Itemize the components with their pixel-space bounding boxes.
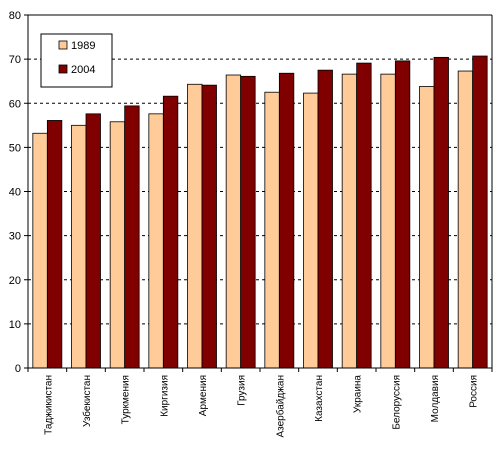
bar-2004-1 — [85, 113, 101, 369]
bar-2004-9 — [394, 60, 411, 369]
y-tick-label: 0 — [15, 363, 21, 375]
bar-1989-9 — [380, 73, 396, 369]
y-tick-label: 40 — [9, 187, 21, 199]
bar-2004-8 — [356, 62, 372, 369]
x-tick-labels: Таджикистан Узбекистан Туркмения Киргизия Ар… — [43, 375, 479, 438]
bar-2004-10 — [433, 56, 449, 369]
bar-1989-4 — [187, 83, 203, 369]
x-tick-label: Белоруссия — [391, 375, 402, 430]
bar-1989-11 — [457, 70, 474, 369]
bar-2004-5 — [240, 75, 256, 369]
bar-2004-4 — [201, 84, 217, 369]
x-tick-label: Украина — [353, 375, 364, 414]
bar-1989-3 — [148, 113, 164, 369]
axes — [24, 14, 493, 372]
bar-1989-8 — [341, 73, 358, 369]
y-tick-label: 80 — [9, 10, 21, 22]
x-tick-label: Киргизия — [159, 375, 170, 417]
y-tick-labels: 0 10 20 30 40 50 60 70 80 — [9, 10, 21, 375]
legend-label-1989: 1989 — [71, 40, 95, 52]
x-tick-label: Узбекистан — [81, 375, 93, 427]
legend: 1989 2004 — [40, 33, 113, 88]
x-tick-label: Россия — [469, 375, 480, 408]
bar-2004-11 — [472, 55, 488, 369]
y-tick-label: 60 — [9, 98, 21, 110]
bar-1989-2 — [109, 121, 126, 369]
bar-2004-3 — [162, 95, 179, 369]
y-tick-label: 30 — [9, 231, 21, 243]
bar-2004-7 — [317, 69, 333, 369]
x-tick-label: Армения — [198, 375, 209, 416]
y-tick-label: 20 — [9, 275, 21, 287]
bar-2004-2 — [124, 105, 140, 369]
gridlines — [28, 58, 492, 325]
bar-2004-6 — [278, 72, 295, 369]
y-tick-label: 70 — [9, 54, 21, 66]
x-tick-label: Азербайджан — [274, 375, 286, 438]
x-tick-label: Молдавия — [430, 375, 441, 422]
legend-label-2004: 2004 — [71, 64, 95, 76]
y-tick-label: 10 — [9, 319, 21, 331]
legend-box — [40, 33, 113, 88]
x-tick-label: Туркмения — [121, 375, 132, 424]
bar-1989-10 — [419, 86, 435, 369]
y-tick-label: 50 — [9, 142, 21, 154]
x-tick-label: Грузия — [237, 375, 248, 406]
x-tick-label: Казахстан — [314, 375, 325, 422]
bar-1989-0 — [32, 132, 48, 369]
legend-swatch-2004 — [58, 64, 68, 74]
bars — [32, 55, 488, 369]
bar-2004-0 — [46, 120, 63, 369]
bar-1989-6 — [264, 91, 280, 369]
x-tick-label: Таджикистан — [43, 375, 54, 435]
bar-1989-5 — [225, 74, 242, 369]
legend-swatch-1989 — [58, 40, 68, 50]
bar-1989-1 — [71, 124, 87, 369]
bar-1989-7 — [303, 92, 319, 369]
